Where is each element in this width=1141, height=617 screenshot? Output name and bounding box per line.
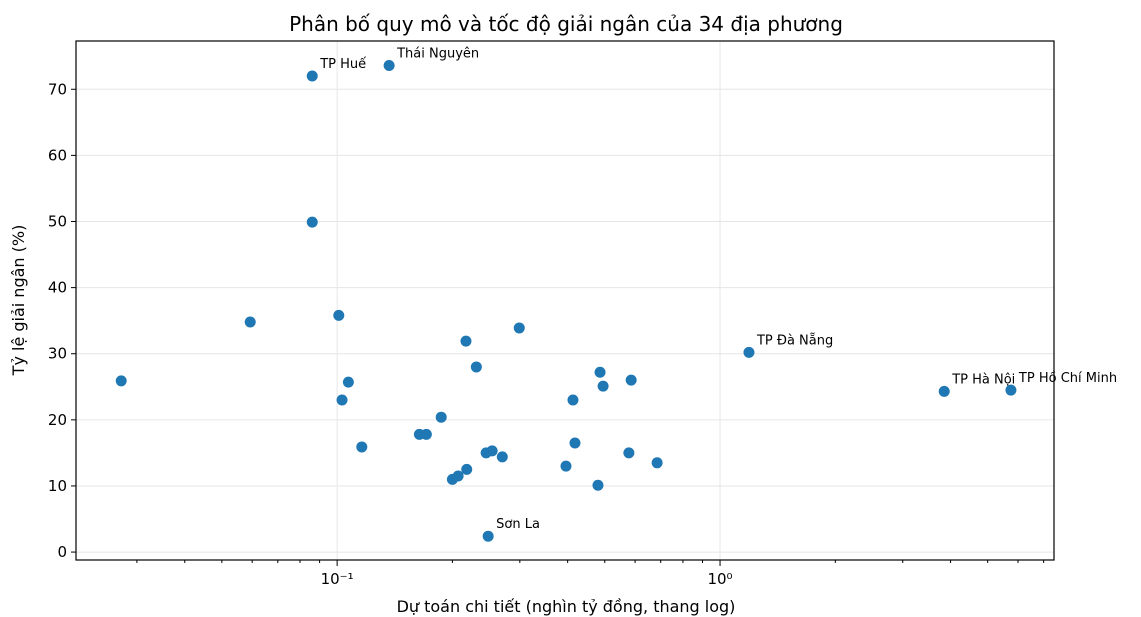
x-tick-label: 10⁻¹ (321, 570, 354, 588)
point-label: Thái Nguyên (396, 46, 479, 61)
y-tick-label: 30 (48, 345, 67, 363)
x-axis-label: Dự toán chi tiết (nghìn tỷ đồng, thang l… (397, 597, 736, 616)
plot-frame (75, 40, 1055, 561)
point (115, 375, 127, 387)
y-tick-label: 20 (48, 411, 67, 429)
point-label: TP Hà Nội (951, 372, 1015, 387)
point-label: TP Đà Nẵng (756, 333, 833, 348)
point (569, 437, 581, 449)
point (597, 380, 609, 392)
point (486, 445, 498, 457)
y-axis-label: Tỷ lệ giải ngân (%) (9, 225, 28, 377)
point (460, 335, 472, 347)
point (594, 366, 606, 378)
point (452, 470, 464, 482)
point (356, 441, 368, 453)
point (244, 316, 256, 328)
point (1005, 384, 1017, 396)
y-tick-label: 70 (48, 80, 67, 98)
point (342, 376, 354, 388)
point (560, 460, 572, 472)
point (482, 530, 494, 542)
x-tick-label: 10⁰ (707, 570, 732, 588)
point (333, 309, 345, 321)
point (496, 451, 508, 463)
point (383, 59, 395, 71)
point (567, 394, 579, 406)
point (743, 346, 755, 358)
point (938, 385, 950, 397)
point (306, 70, 318, 82)
point (420, 428, 432, 440)
point (592, 479, 604, 491)
point (435, 411, 447, 423)
point (651, 457, 663, 469)
point-label: TP Huế (319, 57, 366, 72)
point (336, 394, 348, 406)
y-tick-label: 10 (48, 477, 67, 495)
point-label: Sơn La (496, 517, 540, 532)
point (461, 463, 473, 475)
chart-title: Phân bố quy mô và tốc độ giải ngân của 3… (289, 12, 843, 36)
point (513, 322, 525, 334)
y-tick-label: 0 (57, 543, 67, 561)
point (623, 447, 635, 459)
y-tick-label: 60 (48, 146, 67, 164)
point (625, 374, 637, 386)
y-tick-label: 50 (48, 212, 67, 230)
point (470, 361, 482, 373)
y-tick-label: 40 (48, 279, 67, 297)
point (306, 216, 318, 228)
point-label: TP Hồ Chí Minh (1018, 371, 1117, 386)
